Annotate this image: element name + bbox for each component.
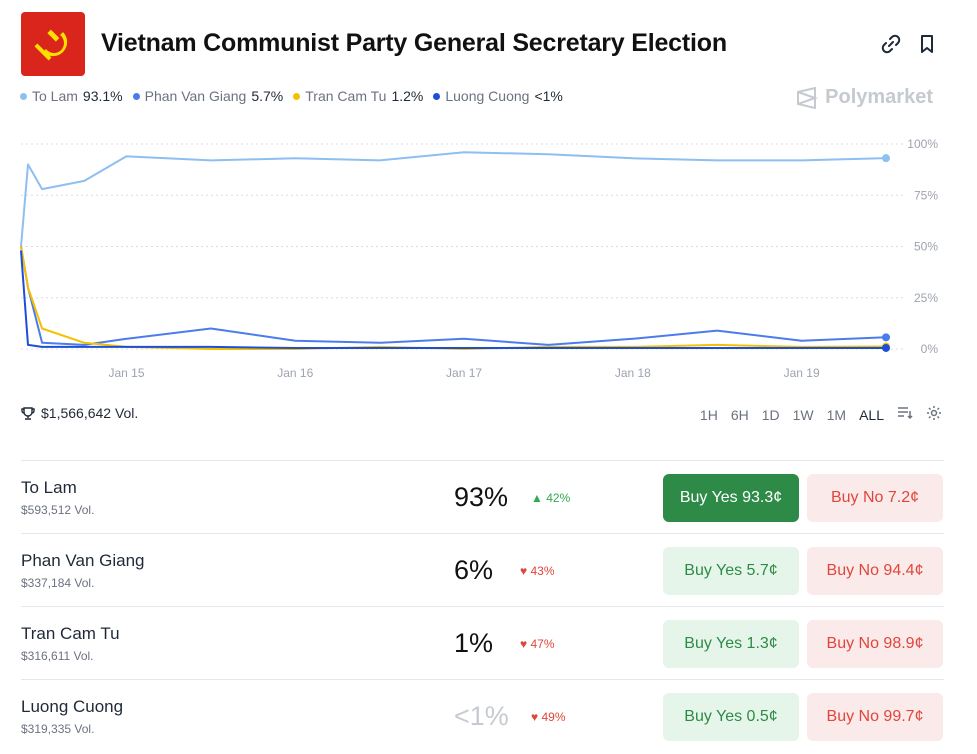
series-endpoint: [882, 333, 890, 342]
legend-value: 5.7%: [251, 88, 284, 104]
page-title: Vietnam Communist Party General Secretar…: [101, 29, 727, 57]
outcome-row: To Lam $593,512 Vol. 93% ▲ 42% Buy Yes 93.3¢…: [21, 460, 944, 533]
buy-yes-button[interactable]: Buy Yes 1.3¢: [663, 620, 799, 668]
change-value: 43%: [530, 564, 555, 578]
legend-value: <1%: [534, 88, 563, 104]
outcome-probability: 1%: [454, 628, 494, 658]
series-endpoint: [882, 154, 890, 163]
buy-no-button[interactable]: Buy No 99.7¢: [807, 693, 943, 741]
outcome-change: ▲ 42%: [531, 491, 570, 505]
outcome-volume: $319,335 Vol.: [21, 722, 95, 736]
buy-no-button[interactable]: Buy No 94.4¢: [807, 547, 943, 595]
x-tick-label: Jan 18: [615, 366, 651, 380]
outcome-row: Phan Van Giang $337,184 Vol. 6% ♥ 43% Buy Ye…: [21, 533, 944, 606]
y-tick-label: 75%: [914, 188, 938, 202]
legend-item: To Lam 93.1%: [20, 88, 123, 104]
buy-no-button[interactable]: Buy No 98.9¢: [807, 620, 943, 668]
outcome-volume: $337,184 Vol.: [21, 576, 95, 590]
x-tick-label: Jan 17: [446, 366, 482, 380]
price-history-chart: 0% 25% 50% 75% 100% Jan 15 Jan 16 Jan 17 Jan 18 J…: [20, 137, 939, 380]
series-line: [20, 246, 887, 346]
range-all[interactable]: ALL: [859, 406, 884, 423]
series-endpoint: [882, 343, 890, 352]
legend-name: Tran Cam Tu: [305, 88, 387, 104]
legend-dot: [293, 92, 301, 100]
buy-yes-button[interactable]: Buy Yes 0.5¢: [663, 693, 799, 741]
outcome-name: Phan Van Giang: [21, 551, 145, 570]
legend-dot: [433, 92, 441, 100]
legend-name: Phan Van Giang: [144, 88, 247, 104]
range-1m[interactable]: 1M: [826, 406, 847, 423]
outcome-change: ♥ 43%: [520, 564, 555, 578]
bookmark-icon[interactable]: [917, 34, 937, 54]
chart-legend: To Lam 93.1% Phan Van Giang 5.7% Tran Cam Tu…: [20, 88, 563, 104]
polymarket-brand: Polymarket: [795, 86, 933, 109]
header-actions: [881, 34, 937, 54]
range-6h[interactable]: 6H: [730, 406, 749, 423]
brand-name: Polymarket: [825, 86, 933, 108]
party-flag-logo: [21, 12, 85, 76]
outcome-change: ♥ 49%: [531, 710, 566, 724]
x-tick-label: Jan 15: [108, 366, 144, 380]
up-triangle-icon: ▲: [531, 491, 547, 505]
y-tick-label: 25%: [914, 291, 938, 305]
legend-dot: [132, 92, 140, 100]
series-line: [20, 151, 887, 247]
outcome-list: To Lam $593,512 Vol. 93% ▲ 42% Buy Yes 93.3¢…: [21, 460, 944, 752]
outcome-name: To Lam: [21, 478, 77, 497]
outcome-volume: $316,611 Vol.: [21, 649, 94, 663]
link-icon[interactable]: [881, 34, 901, 54]
hammer-sickle-icon: [34, 29, 68, 61]
legend-name: Luong Cuong: [445, 88, 530, 104]
filter-icon[interactable]: [897, 406, 913, 423]
range-1h[interactable]: 1H: [699, 406, 718, 423]
outcome-volume: $593,512 Vol.: [21, 503, 95, 517]
time-range-selector: 1H 6H 1D 1W 1M ALL: [700, 405, 942, 424]
total-volume: $1,566,642 Vol.: [21, 405, 138, 421]
y-tick-label: 0%: [921, 342, 939, 356]
x-tick-label: Jan 16: [277, 366, 313, 380]
outcome-name: Tran Cam Tu: [21, 624, 120, 643]
down-heart-icon: ♥: [520, 564, 531, 578]
y-tick-label: 50%: [914, 240, 938, 254]
series-line: [20, 250, 886, 349]
outcome-probability: 93%: [454, 482, 509, 512]
down-heart-icon: ♥: [520, 637, 531, 651]
legend-dot: [20, 92, 27, 100]
y-tick-label: 100%: [907, 137, 938, 151]
legend-item: Luong Cuong <1%: [433, 88, 563, 104]
legend-name: To Lam: [32, 88, 78, 104]
trophy-icon: [21, 407, 35, 420]
settings-gear-icon[interactable]: [926, 405, 942, 424]
outcome-row: Tran Cam Tu $316,611 Vol. 1% ♥ 47% Buy Yes 1…: [21, 606, 944, 679]
range-1d[interactable]: 1D: [761, 406, 780, 423]
change-value: 47%: [530, 637, 555, 651]
total-volume-text: $1,566,642 Vol.: [41, 405, 139, 421]
buy-yes-button[interactable]: Buy Yes 5.7¢: [663, 547, 799, 595]
legend-value: 93.1%: [82, 88, 123, 104]
x-tick-label: Jan 19: [784, 366, 820, 380]
legend-value: 1.2%: [391, 88, 424, 104]
outcome-name: Luong Cuong: [21, 697, 124, 716]
legend-item: Tran Cam Tu 1.2%: [293, 88, 423, 104]
legend-item: Phan Van Giang 5.7%: [132, 88, 284, 104]
down-heart-icon: ♥: [531, 710, 542, 724]
change-value: 42%: [546, 491, 571, 505]
polymarket-logo-icon: [797, 86, 819, 109]
buy-no-button[interactable]: Buy No 7.2¢: [807, 474, 943, 522]
outcome-probability: <1%: [454, 701, 509, 731]
outcome-row: Luong Cuong $319,335 Vol. <1% ♥ 49% Buy Yes …: [21, 679, 944, 752]
outcome-probability: 6%: [454, 555, 494, 585]
buy-yes-button[interactable]: Buy Yes 93.3¢: [663, 474, 799, 522]
range-1w[interactable]: 1W: [792, 406, 814, 423]
change-value: 49%: [541, 710, 566, 724]
outcome-change: ♥ 47%: [520, 637, 555, 651]
